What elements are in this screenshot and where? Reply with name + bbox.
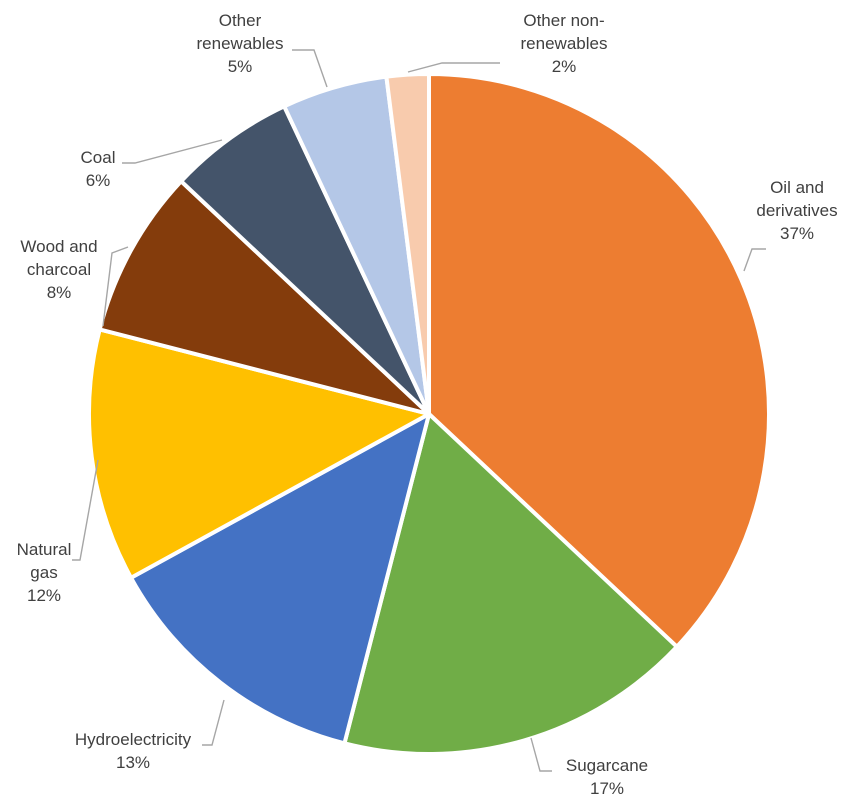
slice-label-hydroelectricity: Hydroelectricity 13% — [75, 730, 192, 772]
slice-value-label: 17% — [590, 779, 624, 798]
slice-label-other-renewables: Other renewables 5% — [197, 11, 284, 76]
slice-label-text: Other — [219, 11, 262, 30]
pie-slice-natural-gas — [87, 327, 431, 580]
slice-value-label: 8% — [47, 283, 72, 302]
slice-label-other-non-renewables: Other non-renewables 2% — [521, 11, 608, 76]
leader-line-coal — [122, 139, 223, 164]
slice-value-label: 12% — [27, 586, 61, 605]
slice-label-wood-and-charcoal: Wood and charcoal 8% — [20, 237, 97, 302]
slice-label-natural-gas: Natural gas 12% — [17, 540, 72, 605]
slice-label-text: renewables — [521, 34, 608, 53]
slice-value-label: 5% — [228, 57, 253, 76]
pie-slice-other-non-renewables — [384, 72, 431, 416]
pie-slice-coal — [179, 104, 431, 416]
slice-label-text: Wood and — [20, 237, 97, 256]
leader-line-oil-and-derivatives — [743, 248, 766, 272]
slice-label-text: Natural — [17, 540, 72, 559]
leader-lines — [72, 49, 766, 772]
leader-line-sugarcane — [530, 737, 552, 772]
slice-label-sugarcane: Sugarcane 17% — [566, 756, 648, 798]
leader-line-natural-gas — [72, 459, 99, 561]
slice-value-label: 37% — [780, 224, 814, 243]
leader-line-wood-and-charcoal — [102, 246, 129, 327]
leader-line-other-renewables — [292, 49, 328, 88]
slice-label-coal: Coal 6% — [81, 148, 116, 190]
leader-line-hydroelectricity — [202, 699, 225, 746]
slice-label-text: Oil and — [770, 178, 824, 197]
slice-value-label: 2% — [552, 57, 577, 76]
pie-slice-sugarcane — [342, 412, 679, 756]
pie-slice-hydroelectricity — [129, 412, 431, 746]
slice-label-text: Coal — [81, 148, 116, 167]
slice-label-text: renewables — [197, 34, 284, 53]
pie-slice-oil-and-derivatives — [427, 72, 771, 649]
slice-label-text: Sugarcane — [566, 756, 648, 775]
slice-label-text: charcoal — [27, 260, 91, 279]
slice-value-label: 6% — [86, 171, 111, 190]
slice-label-text: gas — [30, 563, 57, 582]
pie-slice-wood-and-charcoal — [97, 179, 431, 416]
slice-label-text: Hydroelectricity — [75, 730, 192, 749]
slice-value-label: 13% — [116, 753, 150, 772]
slice-label-text: Other non- — [523, 11, 604, 30]
leader-line-other-non-renewables — [407, 62, 500, 73]
slice-label-oil-and-derivatives: Oil and derivatives 37% — [756, 178, 837, 243]
slice-labels: Oil and derivatives 37% Sugarcane 17% Hydroel… — [17, 11, 838, 798]
slice-label-text: derivatives — [756, 201, 837, 220]
pie-slices — [87, 72, 771, 756]
